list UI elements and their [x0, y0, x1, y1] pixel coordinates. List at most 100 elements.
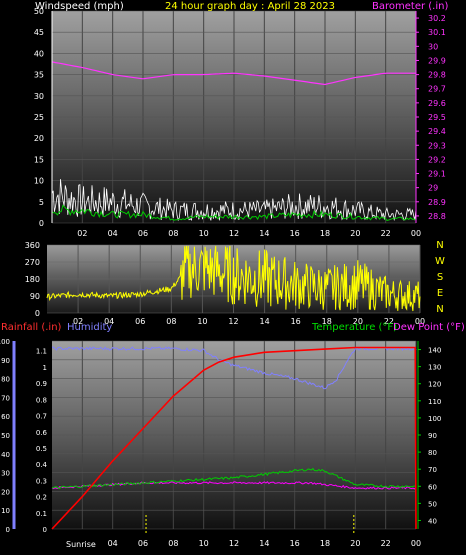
temp-tick-label: 70	[428, 466, 437, 474]
temp-tick-label: 140	[428, 347, 441, 355]
humidity-tick-label: 90	[1, 357, 10, 365]
wind-series	[51, 61, 417, 222]
temp-tick-label: 90	[428, 432, 437, 440]
humidity-tick-label: 70	[1, 394, 10, 402]
rain-tick-label: 1	[43, 364, 47, 372]
compass-label: S	[437, 272, 443, 283]
humidity-tick-label: 20	[1, 488, 10, 496]
rain-tick-label: 0.6	[36, 429, 48, 437]
direction-x-tick-label: 18	[322, 317, 332, 326]
temp-tick-label: 110	[428, 398, 441, 406]
windspeed-tick-label: 10	[34, 177, 44, 186]
wind-x-tick-label: 22	[381, 229, 391, 238]
direction-x-tick-label: 04	[104, 317, 114, 326]
humidity-tick-label: 10	[1, 507, 10, 515]
barometer-tick-label: 28.8	[428, 212, 446, 221]
direction-x-tick-label: 08	[166, 317, 176, 326]
sunrise-label: Sunrise	[66, 540, 96, 549]
temp-tick-label: 80	[428, 449, 437, 457]
windspeed-tick-label: 15	[34, 155, 44, 164]
temp-x-tick-label: 12	[229, 539, 239, 548]
rain-ticks: 0 0.1 0.2 0.3 0.4 0.5 0.6 0.7 0.8 0.9 1 1.1	[36, 348, 48, 534]
windspeed-tick-label: 20	[34, 134, 44, 143]
rain-tick-label: 0.9	[36, 380, 47, 388]
barometer-tick-label: 29.5	[428, 113, 446, 122]
direction-x-tick-label: 22	[384, 317, 394, 326]
rain-tick-label: 0.1	[36, 510, 47, 518]
windspeed-tick-label: 30	[34, 92, 44, 101]
barometer-tick-label: 29.6	[428, 99, 446, 108]
windspeed-tick-label: 40	[34, 49, 44, 58]
temp-tick-label: 50	[428, 500, 437, 508]
wind-right-ticks: 28.8 28.9 29 29.1 29.2 29.3 29.4 29.5 29.6 29.7 29…	[416, 14, 446, 221]
temp-x-tick-label: 04	[108, 539, 118, 548]
wind-direction-line	[46, 245, 421, 312]
barometer-axis-title: Barometer (.in)	[372, 1, 448, 12]
barometer-tick-label: 30.2	[428, 14, 446, 23]
direction-ticks: 0 90 180 270 360	[25, 241, 40, 318]
sun-markers	[145, 515, 355, 533]
compass-label: N	[436, 240, 443, 251]
wind-x-ticks: 02 04 06 08 10 12 14 16 18 20 22 00	[77, 229, 421, 238]
humidity-tick-label: 100	[0, 338, 10, 346]
barometer-tick-label: 30	[428, 42, 438, 51]
temp-x-tick-label: 18	[320, 539, 330, 548]
compass-label: W	[435, 256, 445, 267]
temp-x-tick-label: 06	[138, 539, 148, 548]
wind-left-ticks: 0 5 10 15 20 25 30 35 40 45 50	[34, 7, 44, 228]
wind-x-tick-label: 04	[108, 229, 118, 238]
windspeed-line	[51, 179, 417, 222]
temp-tick-label: 120	[428, 381, 441, 389]
temp-ticks: 40 50 60 70 80 90 100 110 120 130 140	[418, 347, 441, 525]
rain-tick-label: 0.5	[36, 445, 47, 453]
humidity-tick-label: 0	[6, 526, 10, 534]
direction-x-tick-label: 16	[291, 317, 301, 326]
barometer-tick-label: 29.8	[428, 71, 446, 80]
humidity-line	[51, 346, 417, 390]
barometer-tick-label: 29.2	[428, 155, 446, 164]
rain-tick-label: 0.3	[36, 477, 47, 485]
windspeed-tick-label: 25	[34, 113, 44, 122]
barometer-tick-label: 29.9	[428, 56, 446, 65]
wind-x-tick-label: 16	[290, 229, 300, 238]
direction-series	[46, 245, 421, 312]
temp-grid	[52, 340, 417, 530]
barometer-tick-label: 29.3	[428, 141, 446, 150]
wind-x-tick-label: 02	[77, 229, 87, 238]
wind-x-tick-label: 20	[350, 229, 360, 238]
humidity-ticks: 0 10 20 30 40 50 60 70 80 90 100	[0, 338, 10, 534]
temperature-line	[51, 467, 417, 490]
barometer-tick-label: 29.4	[428, 127, 446, 136]
direction-tick-label: 90	[30, 292, 40, 301]
windspeed-tick-label: 50	[34, 7, 44, 16]
temp-x-tick-label: 14	[259, 539, 269, 548]
temp-x-tick-label: 16	[290, 539, 300, 548]
wind-x-tick-label: 14	[259, 229, 269, 238]
wind-x-tick-label: 06	[138, 229, 148, 238]
direction-tick-label: 360	[25, 241, 40, 250]
temp-tick-label: 60	[428, 483, 437, 491]
direction-tick-label: 180	[25, 275, 40, 284]
compass-label: N	[436, 304, 443, 315]
temp-tick-label: 100	[428, 415, 441, 423]
rainfall-line	[51, 346, 417, 530]
windspeed-axis-title: Windspeed (mph)	[35, 1, 124, 12]
temp-tick-label: 40	[428, 517, 437, 525]
rain-tick-label: 0.8	[36, 396, 47, 404]
windspeed-tick-label: 35	[34, 71, 44, 80]
windspeed-average-line	[51, 204, 417, 221]
humidity-tick-label: 30	[1, 470, 10, 478]
temp-x-tick-label: 10	[199, 539, 209, 548]
windspeed-tick-label: 45	[34, 28, 44, 37]
direction-x-tick-label: 00	[415, 317, 425, 326]
barometer-tick-label: 28.9	[428, 198, 446, 207]
barometer-tick-label: 29.7	[428, 85, 446, 94]
compass-label: E	[437, 288, 443, 299]
wind-x-tick-label: 00	[411, 229, 421, 238]
humidity-tick-label: 50	[1, 432, 10, 440]
windspeed-tick-label: 5	[39, 198, 44, 207]
rain-tick-label: 0	[43, 526, 47, 534]
temp-x-tick-label: 22	[381, 539, 391, 548]
temperature-axis-title: Temperature (°F)	[311, 322, 397, 333]
